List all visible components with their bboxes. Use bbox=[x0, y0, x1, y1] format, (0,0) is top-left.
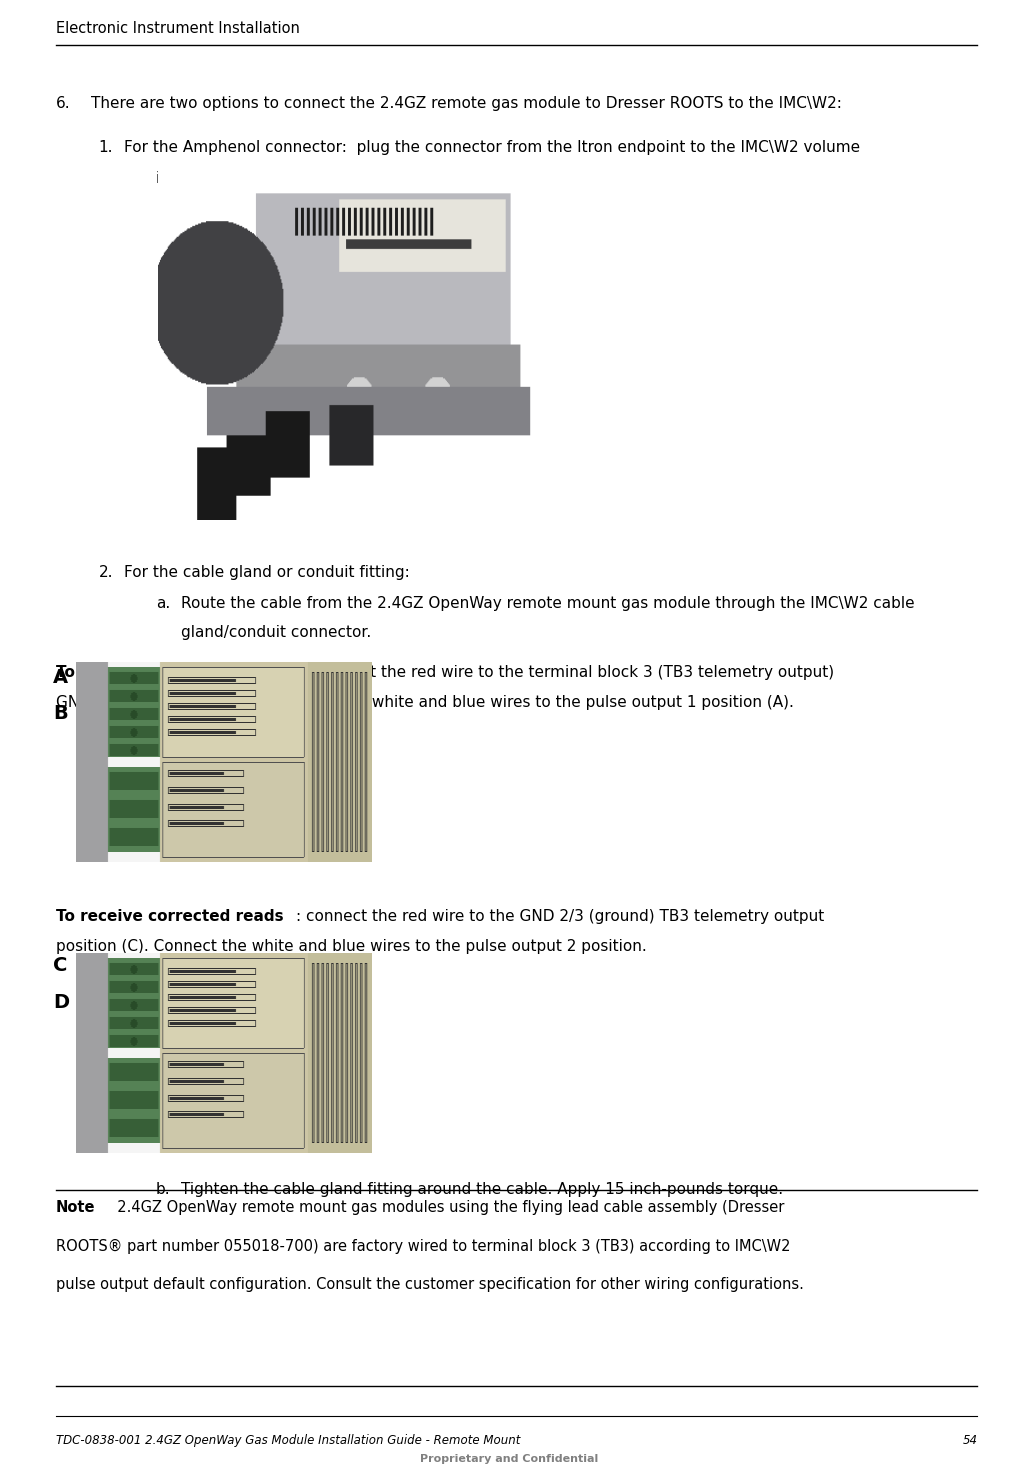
Text: Proprietary and Confidential: Proprietary and Confidential bbox=[419, 1454, 599, 1465]
Text: A: A bbox=[53, 668, 68, 687]
Text: Tighten the cable gland fitting around the cable. Apply 15 inch-pounds torque.: Tighten the cable gland fitting around t… bbox=[181, 1182, 783, 1197]
Text: D: D bbox=[53, 993, 69, 1012]
Text: input connector.: input connector. bbox=[156, 171, 280, 186]
Text: 2.4GZ OpenWay remote mount gas modules using the flying lead cable assembly (Dre: 2.4GZ OpenWay remote mount gas modules u… bbox=[108, 1200, 784, 1215]
Text: C: C bbox=[53, 956, 67, 975]
Text: pulse output default configuration. Consult the customer specification for other: pulse output default configuration. Cons… bbox=[56, 1277, 804, 1292]
Text: 2.: 2. bbox=[99, 565, 113, 579]
Text: To receive corrected reads: To receive corrected reads bbox=[56, 909, 284, 924]
Text: For the Amphenol connector:  plug the connector from the Itron endpoint to the I: For the Amphenol connector: plug the con… bbox=[124, 140, 860, 155]
Text: 54: 54 bbox=[962, 1434, 977, 1447]
Text: ROOTS® part number 055018-700) are factory wired to terminal block 3 (TB3) accor: ROOTS® part number 055018-700) are facto… bbox=[56, 1239, 791, 1253]
Text: b.: b. bbox=[156, 1182, 170, 1197]
Text: a.: a. bbox=[156, 596, 170, 610]
Text: TDC-0838-001 2.4GZ OpenWay Gas Module Installation Guide - Remote Mount: TDC-0838-001 2.4GZ OpenWay Gas Module In… bbox=[56, 1434, 520, 1447]
Text: For the cable gland or conduit fitting:: For the cable gland or conduit fitting: bbox=[124, 565, 410, 579]
Text: Note: Note bbox=[56, 1200, 96, 1215]
Text: 1.: 1. bbox=[99, 140, 113, 155]
Text: To receive uncorrected reads: To receive uncorrected reads bbox=[56, 665, 305, 680]
Text: GND1 (ground) position (B). Connect the white and blue wires to the pulse output: GND1 (ground) position (B). Connect the … bbox=[56, 695, 794, 709]
Text: : connect the red wire to the GND 2/3 (ground) TB3 telemetry output: : connect the red wire to the GND 2/3 (g… bbox=[296, 909, 825, 924]
Text: B: B bbox=[53, 704, 67, 723]
Text: : connect the red wire to the terminal block 3 (TB3 telemetry output): : connect the red wire to the terminal b… bbox=[305, 665, 835, 680]
Text: position (C). Connect the white and blue wires to the pulse output 2 position.: position (C). Connect the white and blue… bbox=[56, 939, 646, 953]
Text: Route the cable from the 2.4GZ OpenWay remote mount gas module through the IMC\W: Route the cable from the 2.4GZ OpenWay r… bbox=[181, 596, 915, 610]
Text: There are two options to connect the 2.4GZ remote gas module to Dresser ROOTS to: There are two options to connect the 2.4… bbox=[91, 96, 842, 111]
Text: gland/conduit connector.: gland/conduit connector. bbox=[181, 625, 372, 640]
Text: 6.: 6. bbox=[56, 96, 70, 111]
Text: Electronic Instrument Installation: Electronic Instrument Installation bbox=[56, 21, 300, 35]
